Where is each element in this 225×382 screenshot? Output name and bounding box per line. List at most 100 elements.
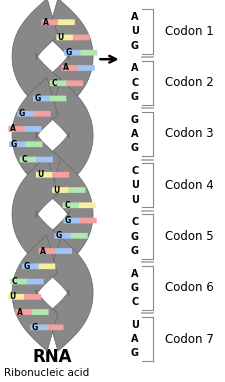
Text: G: G [131,143,139,153]
FancyBboxPatch shape [61,65,78,71]
FancyBboxPatch shape [71,233,88,239]
Text: G: G [131,40,139,51]
FancyBboxPatch shape [50,80,67,86]
Text: A: A [17,308,23,317]
FancyBboxPatch shape [26,141,43,147]
Text: A: A [131,129,138,139]
FancyBboxPatch shape [38,264,55,269]
Text: G: G [10,140,17,149]
Text: A: A [43,18,49,27]
FancyBboxPatch shape [24,294,41,299]
FancyBboxPatch shape [52,187,69,193]
Text: A: A [63,63,69,73]
Text: A: A [131,12,138,22]
Text: A: A [131,269,138,278]
FancyBboxPatch shape [10,279,27,285]
Text: U: U [9,292,15,301]
FancyBboxPatch shape [20,157,36,162]
Text: C: C [64,201,70,210]
FancyBboxPatch shape [25,126,42,132]
Text: G: G [131,348,139,358]
Text: G: G [131,283,139,293]
Text: G: G [131,231,139,241]
Polygon shape [12,78,61,196]
Text: U: U [131,194,139,204]
Text: Codon 3: Codon 3 [165,128,214,141]
FancyBboxPatch shape [39,248,56,254]
Text: U: U [58,33,64,42]
Text: G: G [23,262,29,271]
Text: Codon 6: Codon 6 [165,281,214,294]
Text: A: A [131,63,138,73]
FancyBboxPatch shape [36,172,53,178]
FancyBboxPatch shape [22,264,39,269]
Polygon shape [12,156,61,275]
Text: Codon 5: Codon 5 [165,230,214,243]
FancyBboxPatch shape [32,309,49,315]
Text: G: G [131,246,139,256]
Text: G: G [18,109,25,118]
Text: C: C [12,277,18,286]
FancyBboxPatch shape [8,126,25,132]
Text: C: C [131,78,138,88]
FancyBboxPatch shape [63,202,79,208]
FancyBboxPatch shape [15,309,32,315]
FancyBboxPatch shape [34,111,51,117]
Polygon shape [12,0,61,117]
FancyBboxPatch shape [52,172,69,178]
FancyBboxPatch shape [50,96,66,101]
FancyBboxPatch shape [9,141,26,147]
FancyBboxPatch shape [42,19,58,25]
FancyBboxPatch shape [64,50,81,56]
FancyBboxPatch shape [63,218,80,223]
Text: Codon 2: Codon 2 [165,76,214,89]
Text: C: C [131,166,138,176]
Text: RNA: RNA [33,348,72,366]
Text: C: C [52,79,57,88]
Text: U: U [131,26,139,36]
FancyBboxPatch shape [73,35,90,40]
Text: G: G [56,231,62,240]
FancyBboxPatch shape [66,80,83,86]
FancyBboxPatch shape [36,157,53,162]
FancyBboxPatch shape [17,111,34,117]
Text: G: G [34,94,40,103]
FancyBboxPatch shape [47,324,63,330]
Text: Ribonucleic acid: Ribonucleic acid [4,368,90,378]
FancyBboxPatch shape [54,233,71,239]
Text: G: G [131,115,139,125]
FancyBboxPatch shape [58,19,75,25]
Text: G: G [131,92,139,102]
FancyBboxPatch shape [81,50,97,56]
Text: U: U [131,320,139,330]
Text: A: A [131,334,138,344]
Text: U: U [131,180,139,190]
Text: Codon 1: Codon 1 [165,25,214,38]
Text: U: U [53,186,60,194]
FancyBboxPatch shape [78,65,95,71]
FancyBboxPatch shape [79,202,96,208]
Text: Codon 4: Codon 4 [165,179,214,192]
FancyBboxPatch shape [55,248,72,254]
Text: G: G [31,323,38,332]
FancyBboxPatch shape [69,187,86,193]
Text: C: C [21,155,27,164]
FancyBboxPatch shape [56,35,73,40]
Text: G: G [65,48,71,57]
Polygon shape [45,0,93,117]
Text: U: U [37,170,43,179]
FancyBboxPatch shape [33,96,50,101]
FancyBboxPatch shape [8,294,25,299]
Text: A: A [10,125,16,133]
Polygon shape [12,235,58,351]
Polygon shape [47,235,93,351]
Polygon shape [44,156,93,275]
Text: Codon 7: Codon 7 [165,333,214,346]
Text: C: C [131,297,138,307]
Text: G: G [65,216,71,225]
FancyBboxPatch shape [27,279,44,285]
Text: A: A [40,246,46,256]
FancyBboxPatch shape [30,324,47,330]
FancyBboxPatch shape [80,218,97,223]
Text: C: C [131,217,138,227]
